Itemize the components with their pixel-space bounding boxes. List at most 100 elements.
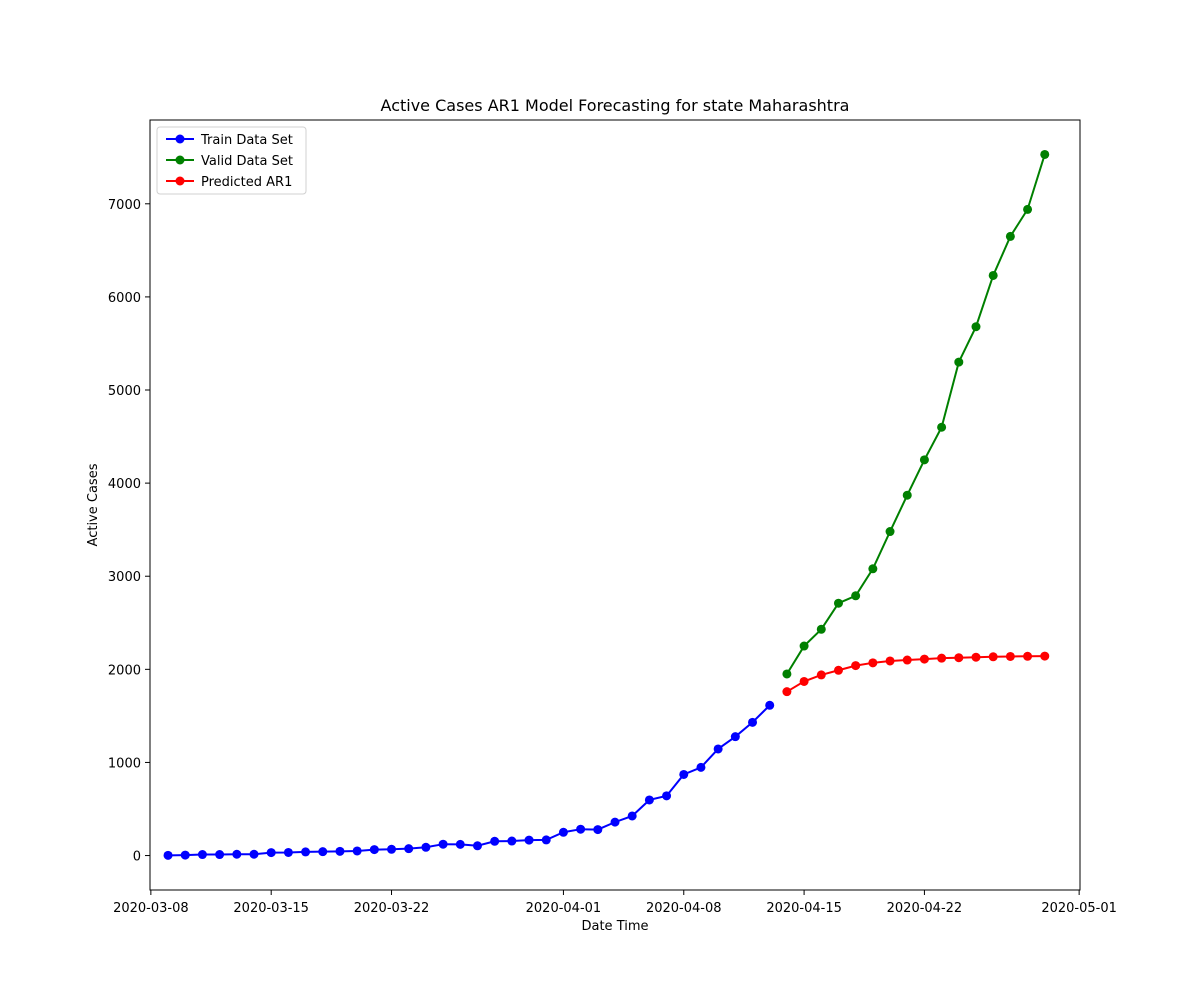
x-tick-label: 2020-05-01 [1041,901,1117,916]
data-point [335,846,345,856]
y-axis-label: Active Cases [86,463,101,546]
data-point [902,490,912,500]
data-point [748,717,758,727]
data-point [627,811,637,821]
data-point [163,850,173,860]
data-point [1040,651,1050,661]
data-point [954,653,964,663]
x-tick-label: 2020-04-22 [887,901,963,916]
data-point [593,825,603,835]
plot-area: 2020-03-08 2020-03-15 2020-03-22 2020-04-01… [108,149,1117,916]
data-point [558,827,568,837]
legend: Train Data Set Valid Data Set Predicted AR… [156,126,307,195]
data-point [490,836,500,846]
data-point [369,845,379,855]
data-point [919,654,929,664]
data-point [713,744,723,754]
data-point [816,624,826,634]
data-point [438,839,448,849]
data-point [782,687,792,697]
chart-title: Active Cases AR1 Model Forecasting for s… [381,96,850,115]
data-point [387,844,397,854]
x-tick-label: 2020-04-01 [526,901,602,916]
legend-label: Predicted AR1 [201,175,292,190]
data-point [902,655,912,665]
data-point [765,700,775,710]
data-point [576,824,586,834]
axes-frame [149,119,1081,891]
data-point [421,842,431,852]
data-point [988,652,998,662]
data-point [1005,651,1015,661]
series-line [786,154,1046,675]
data-point [301,847,311,857]
legend-swatch-marker [175,176,185,186]
data-point [679,769,689,779]
x-tick-label: 2020-03-15 [233,901,309,916]
data-point [662,791,672,801]
data-point [696,762,706,772]
data-point [1023,651,1033,661]
data-point [1023,204,1033,214]
legend-box [156,126,307,195]
data-point [180,850,190,860]
legend-swatch-marker [175,155,185,165]
data-point [799,676,809,686]
data-point [816,670,826,680]
series-predicted-ar1 [782,651,1050,697]
data-point [730,732,740,742]
data-point [507,836,517,846]
data-point [954,357,964,367]
data-point [971,652,981,662]
series-line [786,655,1045,693]
data-point [644,795,654,805]
data-point [851,591,861,601]
x-tick-label: 2020-03-22 [354,901,430,916]
data-point [524,835,534,845]
data-point [971,322,981,332]
data-point [455,839,465,849]
data-point [283,847,293,857]
y-tick-label: 1000 [108,756,141,771]
data-point [799,641,809,651]
data-point [1005,231,1015,241]
x-tick-label: 2020-04-08 [646,901,722,916]
y-tick-label: 7000 [108,198,141,213]
data-point [885,527,895,537]
data-point [318,847,328,857]
series-valid-data-set [782,149,1050,679]
data-point [1040,149,1050,159]
data-point [988,270,998,280]
y-tick-label: 2000 [108,663,141,678]
y-tick-label: 5000 [108,384,141,399]
data-point [833,598,843,608]
data-point [885,656,895,666]
data-point [404,844,414,854]
data-point [937,422,947,432]
x-axis-label: Date Time [581,919,648,934]
y-tick-label: 4000 [108,477,141,492]
x-tick-label: 2020-03-08 [113,901,189,916]
data-point [937,653,947,663]
legend-swatch-marker [175,134,185,144]
y-tick-label: 3000 [108,570,141,585]
data-point [782,669,792,679]
data-point [851,661,861,671]
y-tick-label: 6000 [108,291,141,306]
data-point [352,846,362,856]
data-point [215,850,225,860]
data-point [610,817,620,827]
legend-label: Train Data Set [200,133,293,148]
data-point [919,455,929,465]
data-point [472,841,482,851]
legend-label: Valid Data Set [201,154,293,169]
data-point [232,849,242,859]
data-point [833,665,843,675]
series-train-data-set [163,700,775,860]
data-point [541,835,551,845]
y-tick-label: 0 [133,850,141,865]
data-point [868,564,878,574]
x-tick-label: 2020-04-15 [766,901,842,916]
data-point [197,850,207,860]
